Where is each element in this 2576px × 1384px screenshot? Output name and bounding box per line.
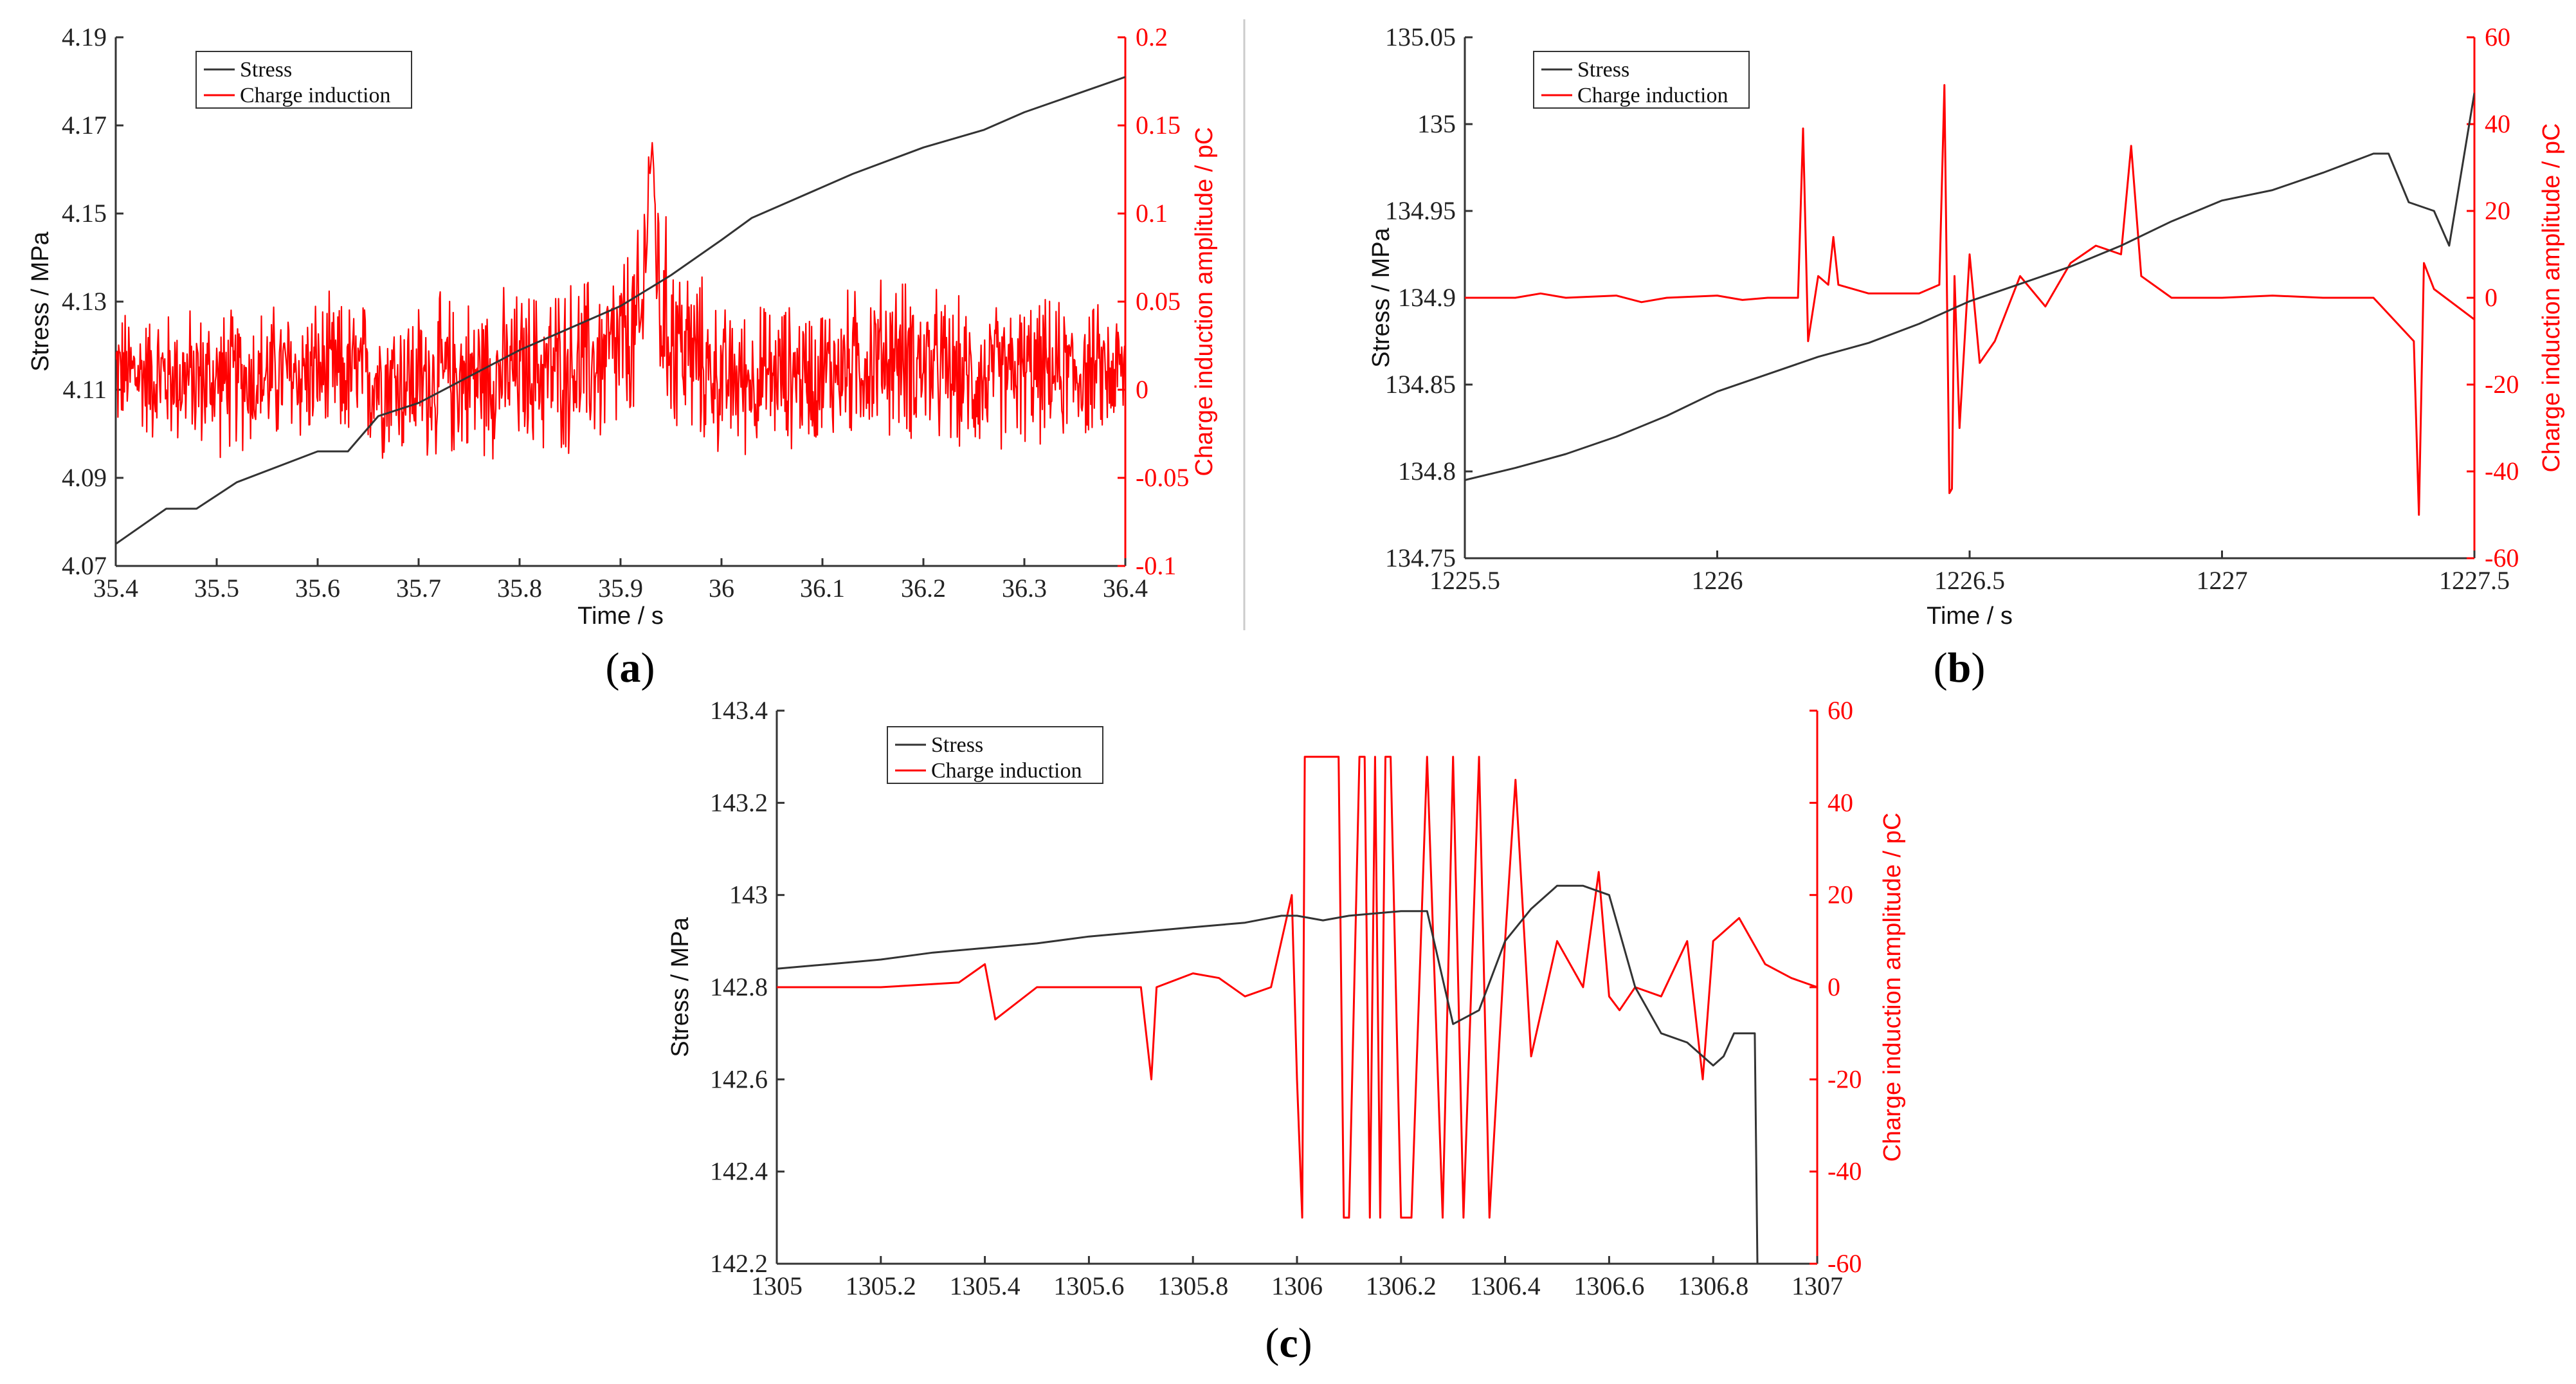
x-tick-label: 1305.2 [846, 1271, 916, 1300]
y-left-tick-label: 135.05 [1385, 23, 1456, 51]
y-left-tick-label: 4.19 [62, 23, 107, 51]
stress-series-line [116, 76, 1125, 545]
x-tick-label: 35.9 [598, 574, 643, 603]
legend-box [195, 51, 412, 109]
x-tick-label: 36.4 [1103, 574, 1148, 603]
y-right-tick-label: 40 [2485, 109, 2510, 138]
y-left-tick-label: 4.07 [62, 551, 107, 580]
x-tick-label: 35.8 [497, 574, 542, 603]
panel-c-caption: (c) [1265, 1320, 1312, 1367]
y-right-tick-label: -60 [1828, 1249, 1862, 1278]
y-left-tick-label: 142.4 [710, 1157, 768, 1186]
x-tick-label: 36.3 [1002, 574, 1047, 603]
y-left-tick-label: 4.09 [62, 463, 107, 492]
y-left-tick-label: 134.8 [1398, 457, 1456, 486]
y-right-axis-label: Charge induction amplitude / pC [1191, 127, 1218, 477]
y-left-tick-label: 4.17 [62, 111, 107, 140]
x-tick-label: 1306 [1271, 1271, 1323, 1300]
y-right-tick-label: -0.05 [1136, 463, 1189, 492]
x-tick-label: 1306.2 [1366, 1271, 1437, 1300]
x-tick-label: 35.5 [194, 574, 239, 603]
y-left-tick-label: 142.8 [710, 972, 768, 1001]
y-left-axis-label: Stress / MPa [1368, 227, 1395, 367]
x-tick-label: 1305.8 [1157, 1271, 1228, 1300]
y-right-tick-label: -60 [2485, 543, 2519, 572]
y-right-tick-label: -20 [2485, 370, 2519, 399]
stress-series-line [1465, 93, 2474, 481]
x-tick-label: 1226 [1692, 566, 1743, 595]
y-left-tick-label: 142.6 [710, 1064, 768, 1093]
x-tick-label: 36.1 [800, 574, 845, 603]
legend-box [1533, 51, 1750, 109]
y-right-tick-label: 60 [2485, 23, 2510, 51]
x-tick-label: 36 [709, 574, 734, 603]
x-tick-label: 1225.5 [1429, 566, 1500, 595]
legend-entry: Charge induction [1577, 84, 1728, 107]
y-right-tick-label: 0.05 [1136, 287, 1181, 316]
x-tick-label: 35.7 [396, 574, 441, 603]
legend-box [887, 726, 1103, 784]
y-left-tick-label: 134.9 [1398, 283, 1456, 312]
y-left-tick-label: 134.95 [1385, 196, 1456, 225]
legend-entry: Charge induction [931, 759, 1082, 783]
y-right-tick-label: 60 [1828, 696, 1853, 725]
y-left-tick-label: 4.15 [62, 199, 107, 228]
charge-series-line [116, 141, 1125, 460]
y-left-axis-label: Stress / MPa [27, 231, 54, 371]
x-axis-label: Time / s [577, 603, 664, 630]
y-right-tick-label: 0 [1828, 972, 1840, 1001]
charge-series-line [777, 756, 1817, 1219]
x-tick-label: 35.4 [93, 574, 138, 603]
panel-b-caption: (b) [1934, 644, 1986, 691]
y-right-tick-label: 20 [1828, 880, 1853, 909]
y-right-tick-label: 0 [2485, 283, 2498, 312]
stress-series-line [777, 884, 1766, 1264]
y-right-tick-label: -40 [2485, 457, 2519, 486]
y-right-tick-label: 0 [1136, 375, 1148, 404]
y-right-axis-label: Charge induction amplitude / pC [2538, 123, 2565, 473]
y-left-tick-label: 143.2 [710, 788, 768, 817]
y-right-tick-label: 40 [1828, 788, 1853, 817]
x-tick-label: 1305 [751, 1271, 803, 1300]
panel-c: 1305 1305.2 1305.4 1305.6 1305.8 1306 1306.2 13… [667, 696, 1906, 1300]
x-tick-label: 1227.5 [2439, 566, 2510, 595]
panel-a-caption: (a) [606, 644, 655, 691]
panel-a: 35.4 35.5 35.6 35.7 35.8 35.9 36 36.1 36.2 36.3 36… [27, 23, 1218, 630]
y-left-axis-label: Stress / MPa [667, 916, 694, 1057]
legend-entry: Charge induction [240, 84, 391, 107]
x-axis-label: Time / s [1927, 603, 2013, 630]
x-tick-label: 1306.6 [1574, 1271, 1644, 1300]
y-left-tick-label: 142.2 [710, 1249, 768, 1278]
legend-entry: Stress [1577, 58, 1629, 82]
x-tick-label: 1307 [1791, 1271, 1843, 1300]
y-left-tick-label: 4.13 [62, 287, 107, 316]
legend-entry: Stress [931, 733, 983, 757]
charge-series-line [1465, 84, 2474, 516]
x-tick-label: 1226.5 [1934, 566, 2005, 595]
x-tick-label: 35.6 [295, 574, 340, 603]
y-right-tick-label: -20 [1828, 1064, 1862, 1093]
y-right-tick-label: 20 [2485, 196, 2510, 225]
y-left-tick-label: 143 [729, 880, 768, 909]
y-left-tick-label: 134.85 [1385, 370, 1456, 399]
legend-entry: Stress [240, 58, 292, 82]
y-left-tick-label: 134.75 [1385, 543, 1456, 572]
x-tick-label: 1306.4 [1470, 1271, 1541, 1300]
y-left-tick-label: 4.11 [62, 375, 107, 404]
x-tick-label: 1305.6 [1053, 1271, 1124, 1300]
y-left-tick-label: 143.4 [710, 696, 768, 725]
y-right-tick-label: -40 [1828, 1157, 1862, 1186]
x-tick-label: 1306.8 [1678, 1271, 1748, 1300]
panel-b: 1225.5 1226 1226.5 1227 1227.5 134.75 134.8 134… [1368, 23, 2565, 630]
x-tick-label: 36.2 [901, 574, 946, 603]
x-tick-label: 1227 [2197, 566, 2248, 595]
y-right-tick-label: 0.2 [1136, 23, 1168, 51]
y-right-tick-label: 0.1 [1136, 199, 1168, 228]
y-left-tick-label: 135 [1417, 109, 1456, 138]
y-right-tick-label: 0.15 [1136, 111, 1181, 140]
y-right-tick-label: -0.1 [1136, 551, 1176, 580]
x-tick-label: 1305.4 [950, 1271, 1020, 1300]
y-right-axis-label: Charge induction amplitude / pC [1879, 813, 1906, 1162]
